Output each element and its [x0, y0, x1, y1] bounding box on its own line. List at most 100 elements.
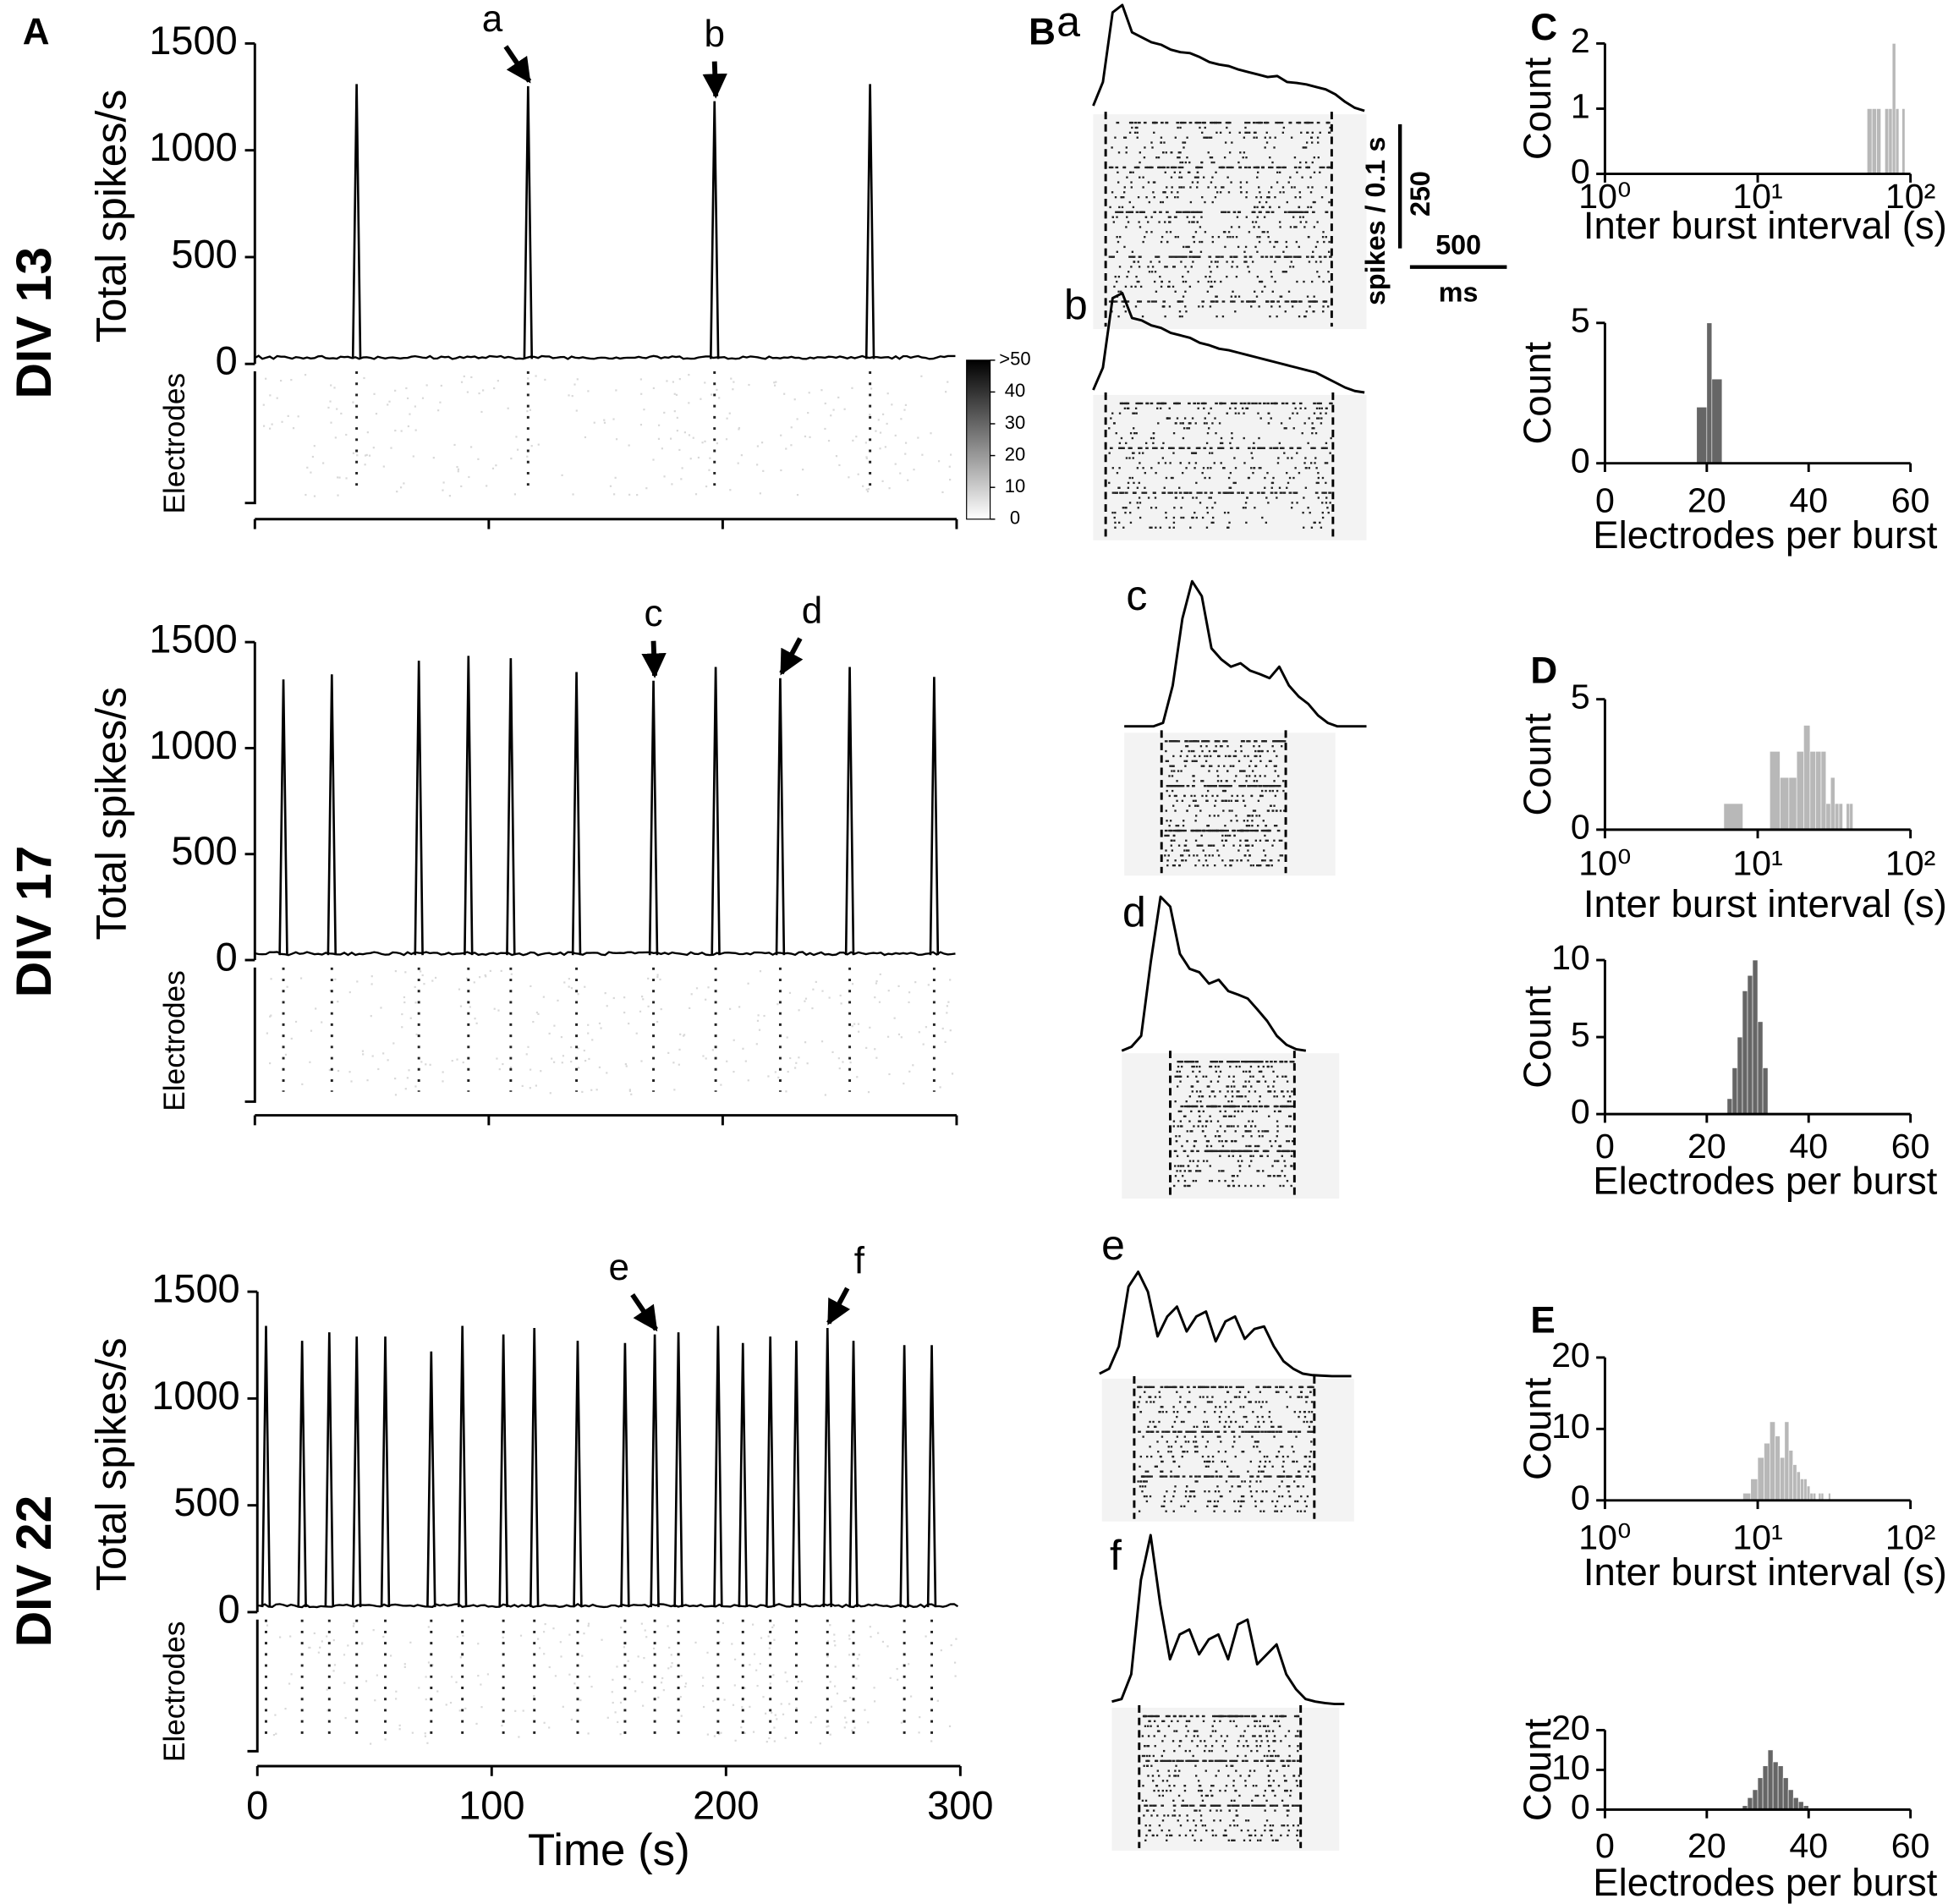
- raster-dot: [1277, 1150, 1281, 1153]
- raster-dot: [1180, 507, 1183, 509]
- raster-dot: [1313, 156, 1316, 159]
- raster-dot: [1199, 1070, 1201, 1073]
- raster-dot: [1298, 191, 1301, 194]
- raster-dot: [1213, 1500, 1216, 1503]
- raster-dot: [1144, 1804, 1148, 1807]
- raster-dot: [1307, 206, 1309, 209]
- raster-dot: [1188, 849, 1190, 852]
- raster-dot: [1268, 1415, 1270, 1418]
- raster-dot: [1161, 1470, 1164, 1473]
- raster-dot: [1232, 1475, 1236, 1478]
- histogram-bar: [1825, 803, 1831, 831]
- raster-dot: [1276, 1839, 1279, 1841]
- burst-spike: [864, 84, 875, 359]
- raster-dot: [1149, 1446, 1151, 1448]
- raster-dot: [403, 482, 405, 485]
- raster-dot: [1201, 749, 1204, 753]
- raster-dot: [1328, 280, 1331, 283]
- histogram-bar: [1780, 776, 1790, 831]
- raster-dot: [1176, 1415, 1178, 1418]
- raster-dot: [1193, 1839, 1196, 1841]
- raster-dot: [925, 1635, 927, 1638]
- raster-dot: [1282, 789, 1285, 793]
- x-tick-label: 60: [1891, 1127, 1930, 1166]
- raster-dot: [1259, 775, 1261, 777]
- raster-dot: [591, 1039, 594, 1041]
- raster-dot: [1232, 1184, 1235, 1188]
- raster-dot: [1135, 402, 1139, 405]
- raster-dot: [1231, 1090, 1233, 1093]
- raster-dot: [1182, 211, 1186, 213]
- raster-dot: [897, 1678, 899, 1681]
- raster-dot: [1276, 740, 1279, 743]
- raster-dot: [782, 1713, 785, 1715]
- raster-dot: [1187, 1165, 1190, 1167]
- raster-dot: [1296, 1715, 1300, 1718]
- raster-dot: [1200, 780, 1203, 782]
- raster-dot: [1225, 1105, 1229, 1108]
- raster-axis: [244, 371, 256, 505]
- raster-dot: [1155, 1430, 1160, 1433]
- raster-dot: [294, 1020, 298, 1023]
- raster-dot: [1151, 1775, 1155, 1777]
- raster-dot: [1309, 1420, 1312, 1424]
- raster-dot: [1243, 770, 1246, 772]
- raster-dot: [1261, 290, 1264, 293]
- raster-dot: [1154, 1396, 1157, 1398]
- raster-dot: [1258, 402, 1262, 405]
- raster-dot: [900, 418, 903, 420]
- raster-dot: [1199, 491, 1203, 494]
- raster-dot: [1129, 521, 1133, 524]
- raster-dot: [1268, 864, 1270, 867]
- x-tick-label: 10¹: [1732, 1518, 1782, 1557]
- raster-dot: [1193, 255, 1198, 258]
- raster-dot: [678, 1063, 680, 1066]
- raster-dot: [1246, 407, 1249, 409]
- raster-dot: [474, 1018, 476, 1020]
- raster-dot: [953, 1661, 957, 1664]
- raster-dot: [442, 481, 445, 484]
- raster-dot: [1219, 1819, 1221, 1822]
- raster-dot: [628, 1089, 631, 1091]
- burst-profile: [1092, 3, 1365, 112]
- raster-dot: [601, 1638, 603, 1641]
- raster-dot: [356, 454, 359, 457]
- raster-dot: [496, 1057, 498, 1060]
- raster-dot: [1329, 255, 1332, 258]
- raster-dot: [326, 1688, 328, 1691]
- raster-dot: [1221, 315, 1225, 318]
- raster-dot: [1298, 1396, 1301, 1398]
- raster-dot: [1182, 422, 1184, 425]
- raster-dot: [1254, 1440, 1257, 1443]
- raster-dot: [360, 1643, 364, 1645]
- raster-dot: [1263, 402, 1266, 405]
- raster-dot: [1193, 235, 1195, 239]
- raster-dot: [783, 392, 786, 395]
- raster-dot: [1172, 1759, 1176, 1763]
- raster-dot: [1212, 1090, 1215, 1093]
- histogram-bar: [1885, 108, 1890, 174]
- raster-dot: [1271, 1804, 1276, 1807]
- raster-dot: [466, 391, 469, 393]
- raster-dot: [1234, 310, 1237, 313]
- raster-dot: [881, 480, 884, 482]
- scalebar-y-value: 250: [1405, 171, 1435, 217]
- raster-dot: [1201, 844, 1204, 847]
- raster-dot: [1144, 1470, 1147, 1473]
- raster-dot: [1254, 206, 1256, 209]
- raster-dot: [673, 392, 676, 395]
- histogram-bar: [1788, 776, 1797, 831]
- raster-dot: [1259, 1155, 1262, 1157]
- raster-dot: [826, 1726, 828, 1728]
- raster-dot: [1289, 1430, 1293, 1433]
- raster-dot: [1180, 516, 1183, 519]
- raster-dot: [1303, 1420, 1305, 1424]
- raster-dot: [1211, 1396, 1214, 1398]
- raster-dot: [1177, 829, 1181, 832]
- raster-dot: [1280, 295, 1283, 298]
- raster-dot: [1178, 491, 1183, 494]
- histogram-bar: [1871, 108, 1877, 174]
- raster-dot: [1144, 471, 1147, 475]
- raster-dot: [1271, 1465, 1274, 1468]
- raster-dot: [1210, 754, 1212, 758]
